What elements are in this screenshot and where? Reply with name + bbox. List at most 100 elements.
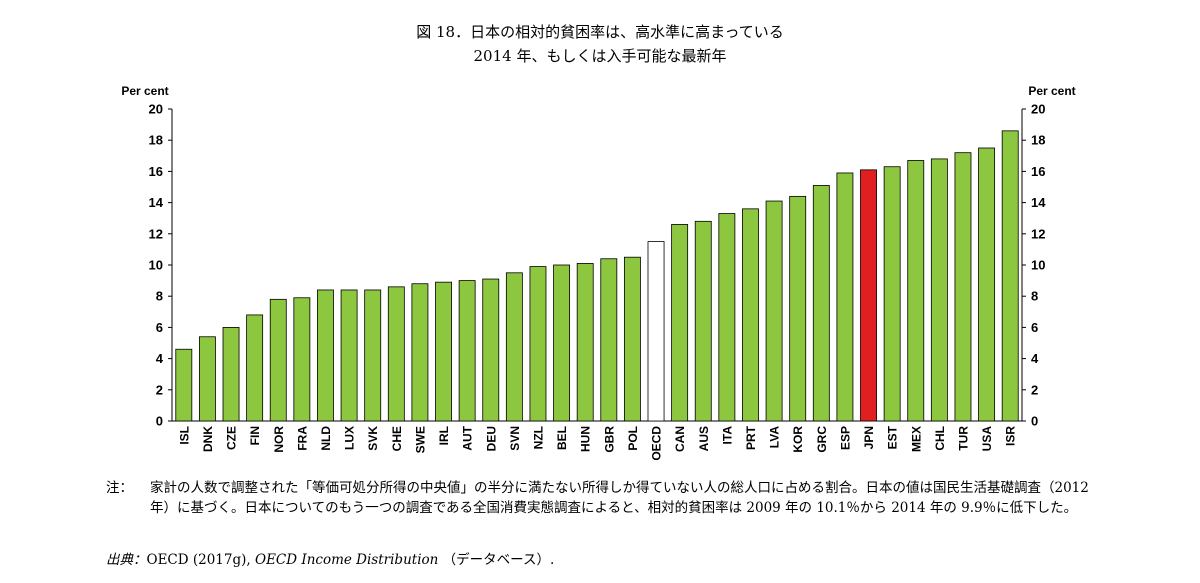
- y-tick-label-left: 12: [149, 226, 163, 241]
- bar-kor: [789, 195, 807, 422]
- bar-nzl: [529, 266, 547, 422]
- bar-che: [387, 286, 405, 422]
- x-tick-label-isr: ISR: [1004, 426, 1018, 446]
- y-tick-label-right: 0: [1031, 414, 1038, 429]
- x-tick-label-lva: LVA: [768, 426, 782, 449]
- x-tick-label-jpn: JPN: [862, 426, 876, 449]
- bar-aut: [458, 280, 476, 422]
- bar-cze: [222, 326, 240, 422]
- x-tick-label-aut: AUT: [461, 425, 475, 450]
- source-suffix: （データベース）.: [442, 552, 555, 568]
- bar-mex: [907, 160, 925, 422]
- x-tick-label-aus: AUS: [697, 426, 711, 451]
- y-tick-label-left: 2: [156, 382, 163, 397]
- y-tick-label-right: 6: [1031, 320, 1038, 335]
- bar-swe: [411, 283, 429, 422]
- x-tick-label-svn: SVN: [508, 426, 522, 451]
- bar-lva: [765, 200, 783, 422]
- x-tick-label-gbr: GBR: [602, 426, 616, 453]
- x-tick-label-hun: HUN: [579, 426, 593, 452]
- y-tick-label-left: 20: [149, 102, 163, 117]
- y-tick-label-right: 16: [1031, 164, 1045, 179]
- x-tick-label-svk: SVK: [366, 426, 380, 451]
- y-axis-label-left: Per cent: [121, 84, 168, 98]
- source-line: 出典：OECD (2017g), OECD Income Distributio…: [106, 550, 554, 570]
- x-tick-label-est: EST: [886, 425, 900, 449]
- bar-irl: [435, 281, 452, 422]
- bar-oecd: [647, 241, 665, 422]
- bar-fra: [293, 297, 311, 422]
- bar-grc: [812, 185, 830, 422]
- x-tick-label-ita: ITA: [720, 426, 734, 445]
- y-tick-label-right: 20: [1031, 102, 1045, 117]
- bar-hun: [576, 263, 594, 422]
- bar-nld: [317, 289, 334, 422]
- note-label: 注：: [106, 480, 133, 496]
- y-tick-label-right: 4: [1031, 351, 1039, 366]
- bar-svk: [364, 289, 382, 422]
- bar-usa: [978, 147, 996, 422]
- y-tick-label-left: 18: [149, 133, 163, 148]
- bar-isr: [1001, 130, 1019, 422]
- x-tick-label-che: CHE: [390, 426, 404, 451]
- bar-tur: [954, 152, 972, 422]
- bar-fin: [246, 314, 264, 422]
- x-tick-label-nzl: NZL: [531, 426, 545, 449]
- x-tick-label-can: CAN: [673, 426, 687, 452]
- x-tick-label-deu: DEU: [484, 426, 498, 451]
- bar-deu: [482, 278, 500, 422]
- y-tick-label-right: 12: [1031, 226, 1045, 241]
- x-axis-labels: ISL DNK CZE FIN NOR FRA NLD LUX SVK CHE SWE IRL AUT D…: [177, 425, 1017, 460]
- note-text: 家計の人数で調整された「等価可処分所得の中央値」の半分に満たない所得しか得ていな…: [150, 480, 1089, 516]
- x-tick-label-grc: GRC: [815, 426, 829, 453]
- bar-ita: [718, 213, 736, 422]
- x-tick-label-kor: KOR: [791, 426, 805, 453]
- bars: [175, 130, 1019, 422]
- axes: 0 0 2 2 4 4 6 6 8 8 10 10 12 12 14 14 16 16 18 18 20 20: [149, 102, 1047, 429]
- y-tick-label-left: 6: [156, 320, 163, 335]
- y-tick-label-left: 4: [156, 351, 164, 366]
- y-tick-label-left: 8: [156, 289, 163, 304]
- source-text: OECD (2017g),: [146, 552, 251, 568]
- x-tick-label-nor: NOR: [272, 426, 286, 453]
- x-tick-label-pol: POL: [626, 426, 640, 451]
- x-tick-label-irl: IRL: [437, 426, 451, 445]
- y-tick-label-right: 14: [1031, 195, 1046, 210]
- x-tick-label-fra: FRA: [295, 426, 309, 451]
- y-tick-label-left: 10: [149, 258, 163, 273]
- x-tick-label-esp: ESP: [838, 426, 852, 450]
- y-axis-label-right: Per cent: [1028, 84, 1075, 98]
- bar-esp: [836, 172, 854, 422]
- x-tick-label-lux: LUX: [343, 426, 357, 450]
- x-tick-label-bel: BEL: [555, 426, 569, 450]
- x-tick-label-nld: NLD: [319, 426, 333, 451]
- y-tick-label-right: 10: [1031, 258, 1045, 273]
- bar-est: [883, 166, 901, 422]
- x-tick-label-swe: SWE: [413, 426, 427, 453]
- y-tick-label-right: 8: [1031, 289, 1038, 304]
- source-label: 出典：: [106, 552, 147, 568]
- y-tick-label-left: 0: [156, 414, 163, 429]
- x-tick-label-oecd: OECD: [650, 426, 664, 461]
- bar-prt: [742, 208, 759, 422]
- bar-bel: [553, 264, 571, 422]
- x-tick-label-usa: USA: [980, 426, 994, 452]
- x-tick-label-dnk: DNK: [201, 426, 215, 452]
- x-tick-label-isl: ISL: [177, 426, 191, 445]
- bar-svn: [505, 272, 523, 422]
- x-tick-label-cze: CZE: [225, 426, 239, 450]
- y-tick-label-right: 2: [1031, 382, 1038, 397]
- x-tick-label-tur: TUR: [956, 426, 970, 451]
- x-tick-label-prt: PRT: [744, 425, 758, 450]
- bar-nor: [269, 298, 287, 422]
- bar-isl: [175, 348, 193, 422]
- bar-can: [671, 224, 689, 422]
- chart-subtitle: 2014 年、もしくは入手可能な最新年: [473, 47, 727, 65]
- bar-chl: [930, 158, 948, 422]
- chart-title: 図 18．日本の相対的貧困率は、高水準に高まっている: [416, 23, 784, 41]
- y-tick-label-right: 18: [1031, 133, 1045, 148]
- bar-aus: [694, 220, 712, 422]
- x-tick-label-fin: FIN: [248, 426, 262, 445]
- source-title: OECD Income Distribution: [255, 552, 439, 568]
